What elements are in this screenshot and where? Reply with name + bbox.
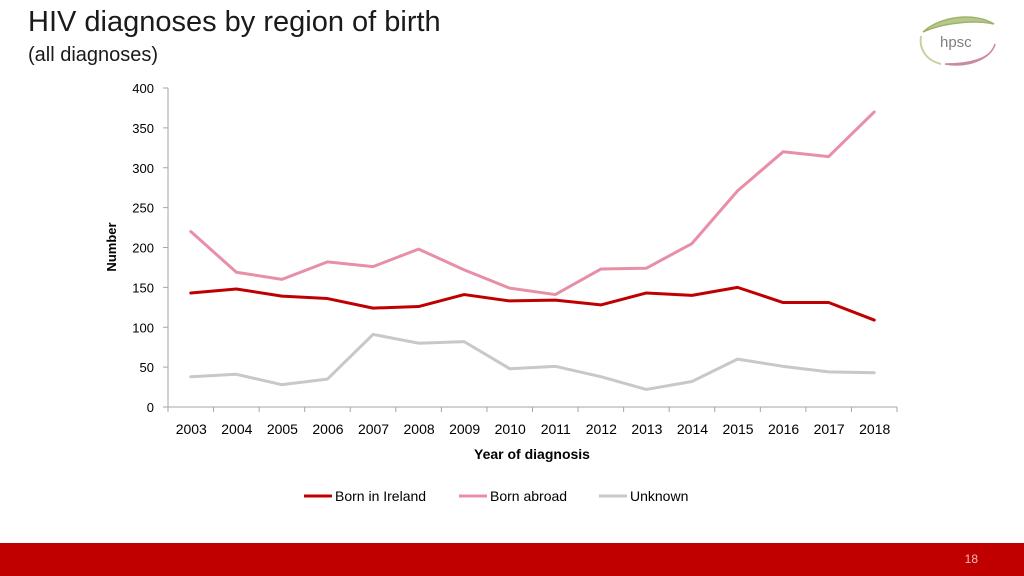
x-axis-label: Year of diagnosis <box>474 446 590 462</box>
series-line <box>189 285 876 322</box>
y-tick-label: 100 <box>132 320 154 335</box>
y-axis-label: Number <box>104 222 119 271</box>
series-line <box>189 332 876 391</box>
x-tick-label: 2014 <box>677 421 708 437</box>
x-tick-label: 2005 <box>267 421 298 437</box>
y-axis: 0 50 100 150 200 250 300 350 400 <box>132 81 169 415</box>
x-tick-label: 2013 <box>631 421 662 437</box>
legend-label: Born abroad <box>490 488 567 504</box>
x-tick-label: 2007 <box>358 421 389 437</box>
x-tick-label: 2009 <box>449 421 480 437</box>
page-number: 18 <box>964 552 978 566</box>
slide-title: HIV diagnoses by region of birth <box>28 6 441 38</box>
series-line <box>189 110 876 297</box>
slide-subtitle: (all diagnoses) <box>28 44 159 66</box>
x-tick-label: 2015 <box>722 421 753 437</box>
x-tick-label: 2018 <box>859 421 890 437</box>
legend-label: Unknown <box>630 488 688 504</box>
y-tick-label: 250 <box>132 201 154 216</box>
x-tick-label: 2010 <box>495 421 526 437</box>
x-tick-label: 2016 <box>768 421 799 437</box>
x-tick-label: 2012 <box>586 421 617 437</box>
y-tick-label: 400 <box>132 81 154 96</box>
series-lines <box>189 110 876 391</box>
x-tick-label: 2004 <box>221 421 252 437</box>
legend: Born in Ireland Born abroad Unknown <box>304 488 688 504</box>
x-tick-label: 2017 <box>814 421 845 437</box>
y-tick-label: 50 <box>140 360 154 375</box>
x-tick-label: 2003 <box>176 421 207 437</box>
y-tick-label: 200 <box>132 241 154 256</box>
x-axis: 2003 2004 2005 2006 2007 2008 2009 2010 2011 2012… <box>167 406 898 437</box>
y-tick-label: 300 <box>132 161 154 176</box>
x-tick-label: 2006 <box>312 421 343 437</box>
y-tick-label: 0 <box>147 400 154 415</box>
footer-bar <box>0 543 1024 576</box>
y-tick-label: 150 <box>132 280 154 295</box>
x-tick-label: 2008 <box>404 421 435 437</box>
hpsc-logo: hpsc <box>919 16 996 66</box>
logo-text: hpsc <box>940 34 972 51</box>
y-tick-label: 350 <box>132 121 154 136</box>
legend-label: Born in Ireland <box>335 488 426 504</box>
x-tick-label: 2011 <box>541 421 571 437</box>
